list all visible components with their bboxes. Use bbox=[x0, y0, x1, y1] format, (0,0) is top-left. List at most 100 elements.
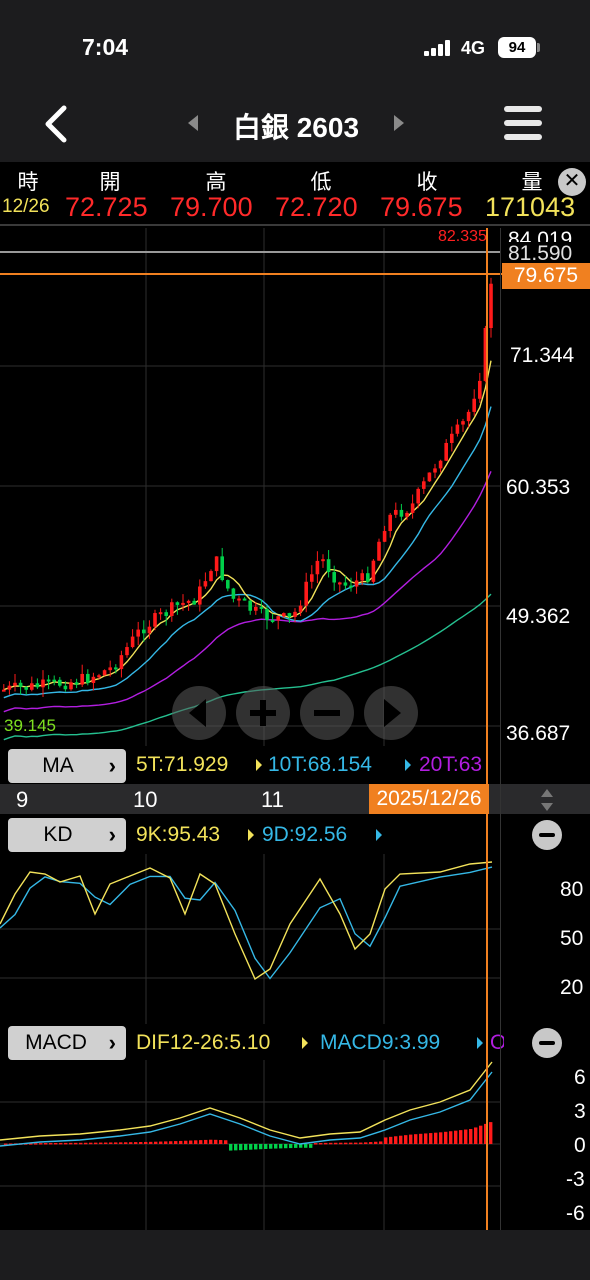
candle-body bbox=[287, 613, 292, 617]
axis-divider bbox=[500, 228, 501, 1230]
ma20-value: 20T:63 bbox=[419, 753, 483, 776]
macd-histogram-bar bbox=[114, 1142, 118, 1144]
macd-tick-neg6: -6 bbox=[566, 1202, 585, 1225]
candle-body bbox=[472, 398, 476, 412]
macd-histogram-bar bbox=[59, 1142, 63, 1145]
label-low: 低 bbox=[310, 171, 332, 194]
candle-body bbox=[153, 613, 157, 627]
candle-body bbox=[360, 573, 364, 581]
candle-body bbox=[343, 582, 348, 586]
label-volume: 量 bbox=[521, 171, 543, 194]
value-time: 12/26 bbox=[2, 196, 50, 217]
macd-histogram-bar bbox=[109, 1142, 113, 1144]
candle-body bbox=[455, 424, 460, 434]
candle-body bbox=[203, 581, 208, 587]
candlestick-panel[interactable]: 82.335 39.145 84.019 81.590 79.675 71.34… bbox=[0, 228, 590, 746]
macd-histogram-bar bbox=[434, 1132, 438, 1144]
macd-label: MACD bbox=[25, 1031, 87, 1054]
macd-histogram-bar bbox=[54, 1142, 58, 1145]
macd-histogram-bar bbox=[359, 1142, 363, 1145]
macd-histogram-bar bbox=[309, 1144, 313, 1148]
back-chevron-icon[interactable] bbox=[38, 104, 78, 144]
macd-tick-neg3: -3 bbox=[566, 1168, 585, 1191]
scroll-right-button[interactable] bbox=[364, 686, 418, 740]
candle-body bbox=[371, 560, 376, 582]
ma10-line bbox=[3, 406, 492, 699]
macd-histogram-bar bbox=[399, 1135, 403, 1144]
network-type: 4G bbox=[461, 38, 486, 58]
candle-body bbox=[119, 655, 124, 670]
ma5-marker-icon bbox=[256, 759, 262, 771]
macd-histogram-bar bbox=[39, 1143, 43, 1145]
macd-histogram-bar bbox=[199, 1140, 203, 1144]
macd-histogram-bar bbox=[484, 1123, 488, 1144]
kd-selector[interactable]: KD › bbox=[8, 818, 126, 852]
candles bbox=[2, 277, 493, 697]
candle-body bbox=[405, 512, 409, 517]
date-label-3: 11 bbox=[261, 787, 284, 812]
macd-histogram-bar bbox=[279, 1144, 283, 1149]
menu-icon[interactable] bbox=[504, 104, 544, 144]
next-symbol-icon[interactable] bbox=[392, 114, 406, 132]
resize-handle-icon[interactable] bbox=[540, 788, 554, 812]
date-axis[interactable]: 9 10 11 2025/12/26 bbox=[0, 784, 590, 814]
dif-line bbox=[0, 1061, 493, 1141]
candlestick-chart[interactable] bbox=[0, 228, 590, 746]
candle-body bbox=[304, 581, 308, 606]
macd-histogram-bar bbox=[29, 1143, 33, 1145]
macd-histogram-bar bbox=[429, 1133, 433, 1144]
candle-body bbox=[265, 608, 269, 621]
macd-collapse-button[interactable] bbox=[532, 1028, 562, 1058]
candle-body bbox=[102, 670, 107, 676]
macd-histogram-bar bbox=[149, 1141, 153, 1144]
candle-body bbox=[130, 636, 135, 648]
candle-body bbox=[237, 598, 241, 601]
ma10-marker-icon bbox=[405, 759, 411, 771]
ma20-line bbox=[3, 471, 492, 713]
scroll-left-button[interactable] bbox=[172, 686, 226, 740]
prev-symbol-icon[interactable] bbox=[186, 114, 200, 132]
macd-histogram-bar bbox=[389, 1136, 393, 1144]
zoom-in-button[interactable] bbox=[236, 686, 290, 740]
candle-body bbox=[254, 606, 258, 611]
candle-body bbox=[86, 673, 90, 683]
macd-panel[interactable]: MACD › DIF12-26:5.10 MACD9:3.99 O 6 3 0 -… bbox=[0, 1026, 590, 1230]
macd-histogram-bar bbox=[334, 1142, 338, 1145]
candle-body bbox=[58, 679, 62, 686]
candle-body bbox=[142, 629, 146, 634]
macd9-value: MACD9:3.99 bbox=[320, 1031, 441, 1054]
candle-body bbox=[422, 481, 426, 489]
macd-histogram-bar bbox=[159, 1141, 163, 1144]
candle-body bbox=[366, 573, 370, 582]
macd-histogram-bar bbox=[124, 1142, 128, 1144]
candle-body bbox=[63, 685, 68, 690]
macd-histogram-bar bbox=[169, 1141, 173, 1144]
candle-body bbox=[388, 514, 392, 532]
zoom-out-button[interactable] bbox=[300, 686, 354, 740]
candle-body bbox=[394, 509, 398, 515]
macd-histogram-bar bbox=[419, 1133, 423, 1144]
macd-histogram-bar bbox=[459, 1130, 463, 1144]
macd-histogram-bar bbox=[79, 1142, 83, 1145]
macd-histogram-bar bbox=[119, 1142, 123, 1144]
macd9-line bbox=[0, 1071, 493, 1147]
page-title[interactable]: 白銀 2603 bbox=[232, 112, 360, 143]
kd-panel[interactable]: KD › 9K:95.43 9D:92.56 80 50 20 bbox=[0, 814, 590, 1026]
kd-tick-20: 20 bbox=[560, 976, 584, 999]
close-icon[interactable]: ✕ bbox=[558, 168, 586, 196]
price-line-label: 81.590 bbox=[508, 242, 573, 266]
macd-histogram-bar bbox=[209, 1139, 213, 1144]
candle-body bbox=[74, 682, 79, 685]
chevron-right-icon: › bbox=[108, 753, 116, 778]
ma-selector[interactable]: MA › bbox=[8, 749, 126, 783]
macd-histogram-bar bbox=[4, 1143, 8, 1145]
minus-icon bbox=[314, 710, 340, 716]
min-price-label: 39.145 bbox=[4, 716, 56, 735]
macd-histogram-bar bbox=[224, 1140, 228, 1144]
candle-body bbox=[209, 571, 213, 582]
candle-body bbox=[108, 667, 112, 671]
macd-histogram-bar bbox=[249, 1144, 253, 1150]
k-line bbox=[0, 861, 493, 981]
kd-collapse-button[interactable] bbox=[532, 820, 562, 850]
macd-selector[interactable]: MACD › bbox=[8, 1026, 126, 1060]
